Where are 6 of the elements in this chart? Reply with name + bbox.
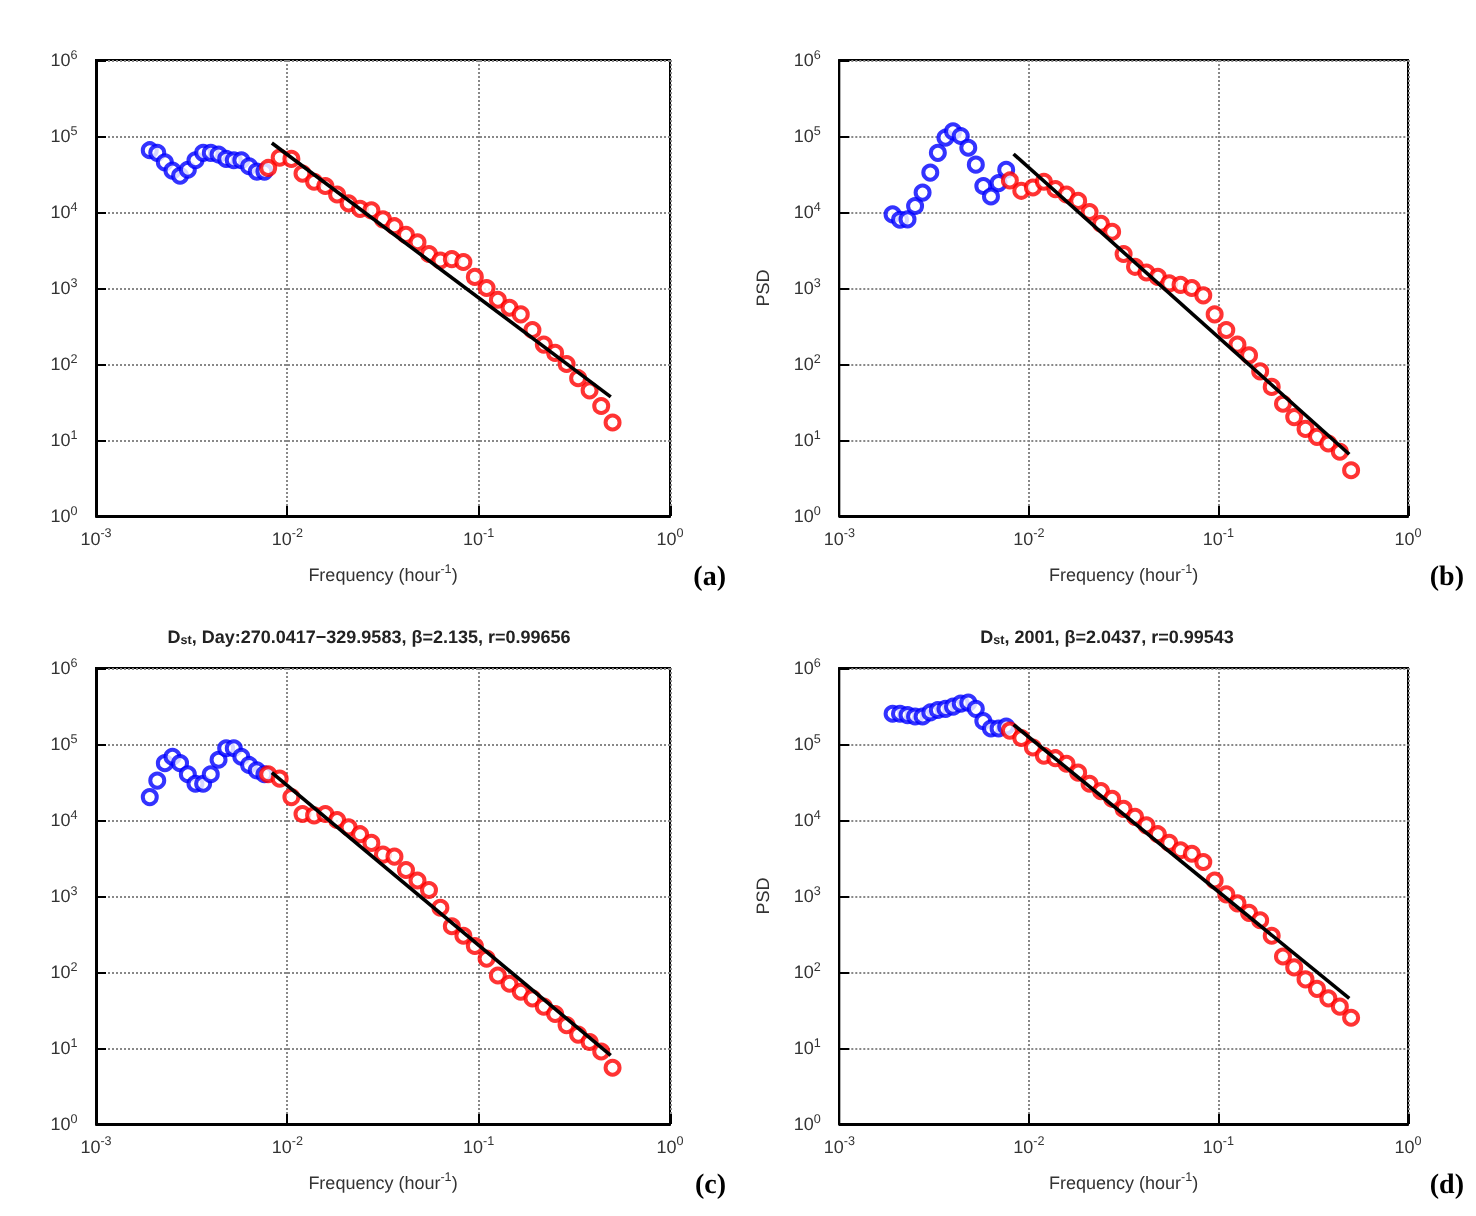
text: (c) (694, 1171, 727, 1201)
text: (a) (693, 563, 727, 593)
y-axis-title: PSD (753, 876, 773, 915)
text: (d) (1429, 1171, 1465, 1201)
y-axis-title: PSD (753, 268, 773, 307)
text: (b) (1429, 563, 1465, 593)
